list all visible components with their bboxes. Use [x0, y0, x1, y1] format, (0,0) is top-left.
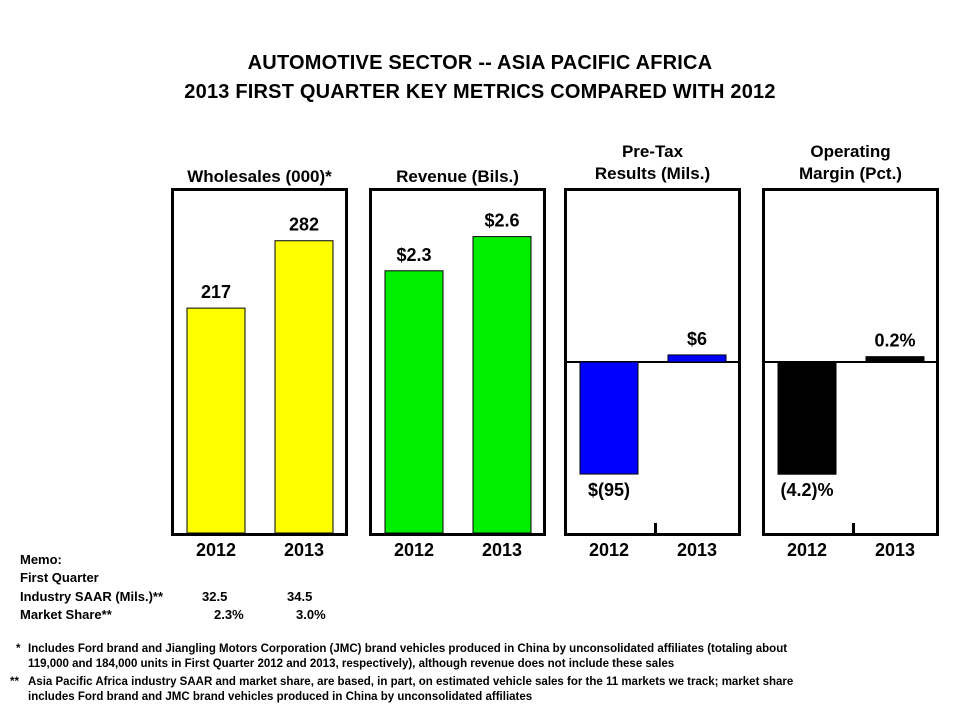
wholesales-title-line-1: Wholesales (000)*: [187, 167, 332, 186]
margin-bar-2013: [865, 356, 925, 363]
revenue-bar-2013: [472, 236, 532, 534]
pretax-title-line-1: Pre-Tax: [621, 142, 684, 161]
pretax-category-2013: 2013: [677, 540, 717, 560]
footnote-star-mark: *: [16, 643, 21, 655]
pretax-label-2012: $(95): [588, 480, 630, 500]
wholesales-label-2012: 217: [201, 282, 231, 302]
margin-bar-2012: [777, 361, 837, 475]
margin-title-line-1: Operating: [810, 142, 891, 161]
margin-title-line-2: Margin (Pct.): [799, 164, 902, 183]
memo-saar-2013: 34.5: [287, 589, 313, 604]
chart-title-line-1: AUTOMOTIVE SECTOR -- ASIA PACIFIC AFRICA: [247, 52, 713, 74]
revenue-title-line-1: Revenue (Bils.): [396, 167, 519, 186]
memo-share-2012: 2.3%: [214, 607, 244, 622]
footnote-star-line-2: 119,000 and 184,000 units in First Quart…: [28, 658, 675, 670]
footnote-dstar-line-1: Asia Pacific Africa industry SAAR and ma…: [28, 676, 794, 688]
revenue-category-2012: 2012: [394, 540, 434, 560]
pretax-chart: $(95) 2012 $6 2013: [565, 329, 740, 560]
memo-subheading: First Quarter: [20, 570, 99, 585]
wholesales-category-2012: 2012: [196, 540, 236, 560]
wholesales-bar-2012: [186, 307, 246, 534]
wholesales-label-2013: 282: [289, 215, 319, 235]
wholesales-chart: 217 2012 282 2013: [186, 215, 334, 560]
revenue-chart: $2.3 2012 $2.6 2013: [384, 211, 532, 560]
margin-category-2012: 2012: [787, 540, 827, 560]
pretax-bar-2012: [579, 361, 639, 475]
margin-category-2013: 2013: [875, 540, 915, 560]
memo-saar-label: Industry SAAR (Mils.)**: [20, 589, 164, 604]
wholesales-category-2013: 2013: [284, 540, 324, 560]
memo-share-2013: 3.0%: [296, 607, 326, 622]
pretax-title-line-2: Results (Mils.): [594, 164, 711, 183]
revenue-category-2013: 2013: [482, 540, 522, 560]
revenue-label-2012: $2.3: [396, 245, 431, 265]
wholesales-bar-2013: [274, 240, 334, 534]
chart-title-line-2: 2013 FIRST QUARTER KEY METRICS COMPARED …: [184, 81, 776, 103]
pretax-category-2012: 2012: [589, 540, 629, 560]
memo-saar-2012: 32.5: [202, 589, 228, 604]
pretax-label-2013: $6: [687, 329, 707, 349]
margin-label-2013: 0.2%: [874, 331, 915, 351]
footnote-dstar-line-2: includes Ford brand and JMC brand vehicl…: [28, 691, 533, 703]
revenue-label-2013: $2.6: [484, 211, 519, 231]
margin-label-2012: (4.2)%: [780, 480, 833, 500]
revenue-bar-2012: [384, 270, 444, 534]
memo-heading: Memo:: [20, 552, 62, 567]
footnote-dstar-mark: **: [10, 676, 19, 688]
footnote-star-line-1: Includes Ford brand and Jiangling Motors…: [28, 643, 788, 655]
memo-share-label: Market Share**: [20, 607, 112, 622]
margin-chart: (4.2)% 2012 0.2% 2013: [763, 331, 938, 560]
pretax-bar-2013: [667, 354, 727, 363]
